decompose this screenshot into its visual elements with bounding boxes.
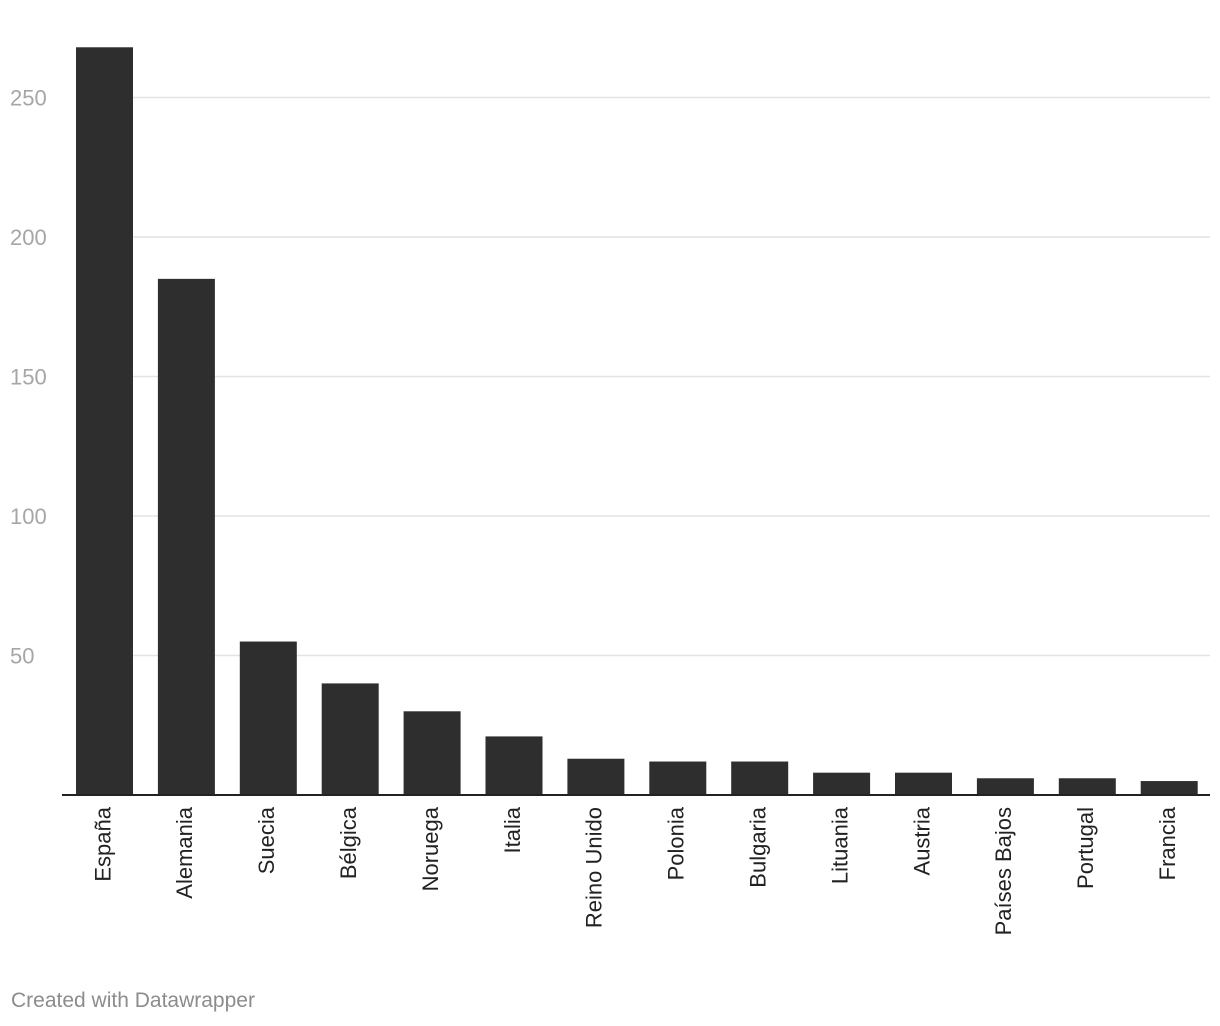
y-tick-label: 100 (10, 504, 47, 529)
bars (76, 47, 1198, 796)
x-tick-label: Países Bajos (991, 807, 1016, 935)
x-tick-label: Reino Unido (582, 807, 607, 928)
x-tick-label: Alemania (172, 806, 197, 898)
x-tick-label: Bulgaria (746, 806, 771, 887)
x-tick-label: Lituania (827, 806, 852, 884)
bar-chart: 50 100 150 200 250 España Alemania Suecia Bélgi… (10, 47, 1210, 935)
bar[interactable] (1140, 781, 1198, 795)
x-tick-label: Bélgica (336, 806, 361, 879)
y-tick-label: 200 (10, 225, 47, 250)
bar[interactable] (403, 711, 461, 795)
y-axis-ticks: 50 100 150 200 250 (10, 86, 47, 669)
bar[interactable] (649, 761, 707, 795)
bar[interactable] (76, 47, 133, 795)
x-tick-label: España (90, 806, 115, 881)
bar[interactable] (567, 758, 625, 795)
bar[interactable] (976, 778, 1034, 795)
bar[interactable] (731, 761, 789, 795)
bar[interactable] (895, 772, 952, 795)
gridlines (105, 96, 1210, 657)
bar[interactable] (1058, 778, 1116, 795)
bar[interactable] (485, 736, 543, 795)
y-tick-label: 150 (10, 365, 47, 390)
x-tick-label: Portugal (1073, 807, 1098, 889)
x-tick-label: Suecia (254, 806, 279, 874)
x-tick-label: Noruega (418, 806, 443, 891)
x-tick-label: Italia (500, 806, 525, 853)
bar[interactable] (157, 278, 215, 796)
x-tick-label: Austria (909, 806, 934, 875)
y-tick-label: 50 (10, 644, 34, 669)
datawrapper-credit[interactable]: Created with Datawrapper (11, 989, 255, 1012)
bar[interactable] (239, 641, 297, 795)
x-tick-label: Francia (1155, 806, 1180, 880)
x-axis-ticks: España Alemania Suecia Bélgica Noruega Italia… (90, 806, 1180, 935)
y-tick-label: 250 (10, 86, 47, 111)
bar[interactable] (321, 683, 379, 795)
bar[interactable] (813, 772, 871, 795)
x-tick-label: Polonia (664, 806, 689, 880)
